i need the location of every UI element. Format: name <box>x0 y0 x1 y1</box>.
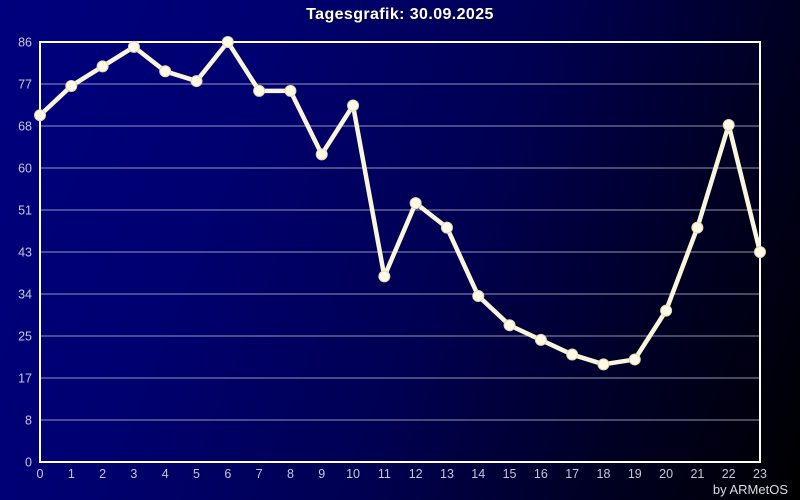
data-point <box>315 148 328 161</box>
x-tick-label: 8 <box>287 467 294 481</box>
data-line <box>37 39 763 367</box>
x-tick-label: 3 <box>130 467 137 481</box>
y-tick-label: 43 <box>18 246 32 260</box>
data-point <box>127 40 140 53</box>
y-tick-label: 17 <box>18 372 32 386</box>
data-point <box>34 109 46 122</box>
y-tick-label: 77 <box>18 78 32 92</box>
x-tick-label: 16 <box>534 467 548 481</box>
data-point <box>96 60 109 73</box>
x-tick-label: 12 <box>409 467 423 481</box>
data-point <box>503 319 516 332</box>
data-point <box>65 79 78 92</box>
data-point <box>440 221 453 234</box>
data-point <box>253 84 266 97</box>
x-tick-label: 1 <box>68 467 75 481</box>
y-tick-label: 0 <box>25 456 32 470</box>
y-tick-label: 8 <box>25 414 32 428</box>
data-point <box>347 99 360 112</box>
y-tick-label: 86 <box>18 36 32 50</box>
x-tick-label: 17 <box>565 467 579 481</box>
x-tick-label: 15 <box>503 467 517 481</box>
data-point <box>754 246 766 258</box>
data-point <box>722 119 735 132</box>
x-tick-label: 19 <box>628 467 642 481</box>
x-tick-label: 23 <box>753 467 767 481</box>
data-point <box>628 353 641 366</box>
y-tick-label: 34 <box>18 288 32 302</box>
chart-title: Tagesgrafik: 30.09.2025 <box>306 6 494 23</box>
y-tick-label: 68 <box>18 120 32 134</box>
x-tick-label: 13 <box>440 467 454 481</box>
data-point <box>472 289 485 302</box>
data-point <box>597 358 610 371</box>
x-tick-label: 21 <box>690 467 704 481</box>
x-tick-label: 6 <box>224 467 231 481</box>
x-tick-label: 2 <box>99 467 106 481</box>
data-point <box>284 84 297 97</box>
x-tick-label: 0 <box>37 467 44 481</box>
data-point <box>566 348 579 361</box>
x-tick-label: 22 <box>722 467 736 481</box>
data-point <box>534 333 547 346</box>
x-tick-label: 11 <box>378 467 391 481</box>
x-tick-label: 9 <box>318 467 325 481</box>
data-point <box>159 65 172 78</box>
x-tick-label: 14 <box>471 467 485 481</box>
x-tick-label: 4 <box>162 467 169 481</box>
data-point <box>691 221 704 234</box>
data-point <box>190 75 203 88</box>
x-tick-label: 7 <box>256 467 263 481</box>
x-tick-label: 20 <box>659 467 673 481</box>
credit-label: by ARMetOS <box>712 482 788 497</box>
data-point <box>221 36 234 48</box>
data-point <box>409 197 422 210</box>
x-tick-label: 10 <box>346 467 360 481</box>
y-tick-label: 25 <box>18 330 32 344</box>
x-tick-label: 5 <box>193 467 200 481</box>
data-point <box>378 270 391 283</box>
y-tick-label: 51 <box>18 204 32 218</box>
x-tick-label: 18 <box>597 467 611 481</box>
data-point <box>660 304 673 317</box>
y-tick-label: 60 <box>18 162 32 176</box>
